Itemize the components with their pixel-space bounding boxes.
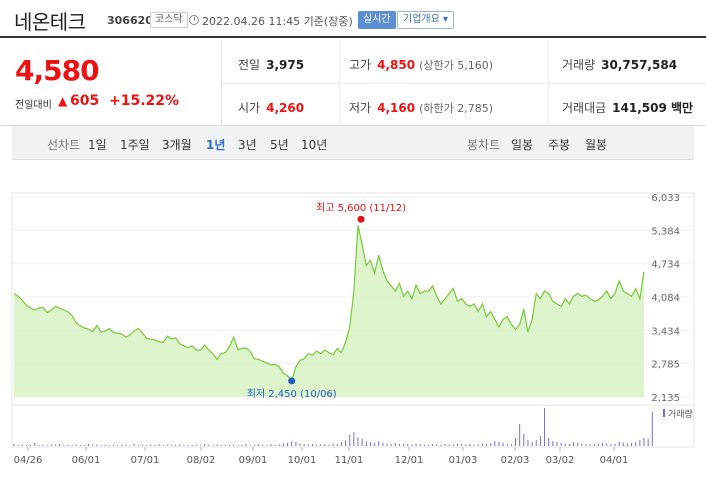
change-percent: +15.22% (109, 93, 180, 109)
min-price-label: 최저 2,450 (10/06) (247, 388, 337, 400)
high-value: 4,850 (377, 58, 416, 72)
chart-tab-bar: 선차트 1일 1주일 3개월 1년 3년 5년 10년 봉차트 일봉 주봉 월봉 (12, 126, 694, 160)
low-label: 저가 (349, 101, 372, 115)
x-tick-label: 07/01 (131, 455, 160, 466)
price-box: 4,580 전일대비 ▲ 605 +15.22% (0, 40, 222, 126)
x-tick-label: 04/01 (600, 455, 629, 466)
low-price: 저가 4,160 (하한가 2,785) (349, 99, 493, 116)
open-label: 시가 (238, 101, 261, 115)
prev-close: 전일 3,975 (238, 56, 304, 73)
prev-close-label: 전일 (238, 58, 261, 72)
quote-timestamp: 2022.04.26 11:45 기준(장중) (202, 15, 353, 28)
change-label: 전일대비 (15, 100, 52, 111)
y-tick-label: 5,384 (651, 226, 680, 237)
realtime-button[interactable]: 실시간 (358, 11, 396, 29)
x-tick-label: 02/03 (501, 455, 530, 466)
tab-weekly-candle[interactable]: 주봉 (548, 138, 571, 152)
volume-legend-label: 거래량 (668, 408, 693, 420)
up-arrow-icon: ▲ (58, 94, 68, 108)
open-price: 시가 4,260 (238, 99, 304, 116)
max-price-label: 최고 5,600 (11/12) (316, 202, 406, 214)
x-tick-label: 12/01 (395, 455, 424, 466)
trade-amount: 거래대금 141,509 백만 (562, 99, 693, 116)
open-value: 4,260 (266, 101, 305, 115)
volume: 거래량 30,757,584 (562, 56, 677, 73)
tab-1y[interactable]: 1년 (206, 138, 226, 152)
y-tick-label: 2,785 (651, 360, 680, 371)
stock-name: 네온테크 (14, 10, 86, 34)
x-tick-label: 10/01 (288, 455, 317, 466)
volume-label: 거래량 (562, 58, 596, 72)
x-tick-label: 06/01 (72, 455, 101, 466)
price-chart[interactable]: 6,033 5,384 4,734 4,084 3,434 2,785 2,135 최고 5,… (0, 160, 706, 480)
tab-3y[interactable]: 3년 (238, 138, 257, 152)
y-tick-label: 2,135 (651, 393, 680, 404)
x-tick-label: 01/03 (449, 455, 478, 466)
x-tick-label: 08/02 (187, 455, 216, 466)
lower-limit: (하한가 2,785) (419, 102, 493, 115)
tab-1w[interactable]: 1주일 (120, 138, 150, 152)
stock-header: 네온테크 306620 코스닥 2022.04.26 11:45 기준(장중) … (0, 0, 706, 38)
x-tick-label: 09/01 (239, 455, 268, 466)
max-price-marker (357, 215, 365, 223)
upper-limit: (상한가 5,160) (419, 59, 493, 72)
change-value: 605 (70, 93, 100, 109)
tab-10y[interactable]: 10년 (301, 138, 328, 152)
quote-panel: 4,580 전일대비 ▲ 605 +15.22% 전일 3,975 시가 4,260… (0, 40, 706, 126)
low-value: 4,160 (377, 101, 416, 115)
tab-3m[interactable]: 3개월 (162, 138, 192, 152)
volume-legend-swatch (663, 409, 665, 417)
amount-value: 141,509 백만 (612, 101, 694, 115)
y-tick-label: 4,084 (651, 293, 680, 304)
company-info-dropdown[interactable]: 기업개요 ▾ (397, 11, 454, 29)
x-tick-label: 04/26 (14, 455, 43, 466)
volume-value: 30,757,584 (601, 58, 678, 72)
y-tick-label: 4,734 (651, 260, 680, 271)
price-line (13, 225, 645, 383)
tab-1d[interactable]: 1일 (88, 138, 107, 152)
price-area (14, 225, 644, 397)
x-tick-label: 11/01 (335, 455, 364, 466)
amount-label: 거래대금 (562, 101, 607, 115)
volume-frame (11, 404, 695, 448)
min-price-marker (288, 377, 296, 385)
line-chart-label: 선차트 (47, 138, 81, 152)
y-tick-label: 3,434 (651, 326, 680, 337)
market-badge: 코스닥 (150, 12, 188, 28)
stock-code: 306620 (107, 14, 153, 27)
x-tick-label: 03/02 (546, 455, 575, 466)
clock-icon (189, 15, 199, 25)
tab-5y[interactable]: 5년 (270, 138, 289, 152)
high-label: 고가 (349, 58, 372, 72)
high-price: 고가 4,850 (상한가 5,160) (349, 56, 493, 73)
candle-chart-label: 봉차트 (467, 138, 501, 152)
tab-daily-candle[interactable]: 일봉 (511, 138, 534, 152)
prev-close-value: 3,975 (266, 58, 305, 72)
y-tick-label: 6,033 (651, 193, 680, 204)
current-price: 4,580 (15, 54, 100, 87)
tab-monthly-candle[interactable]: 월봉 (585, 138, 608, 152)
divider (222, 83, 706, 84)
